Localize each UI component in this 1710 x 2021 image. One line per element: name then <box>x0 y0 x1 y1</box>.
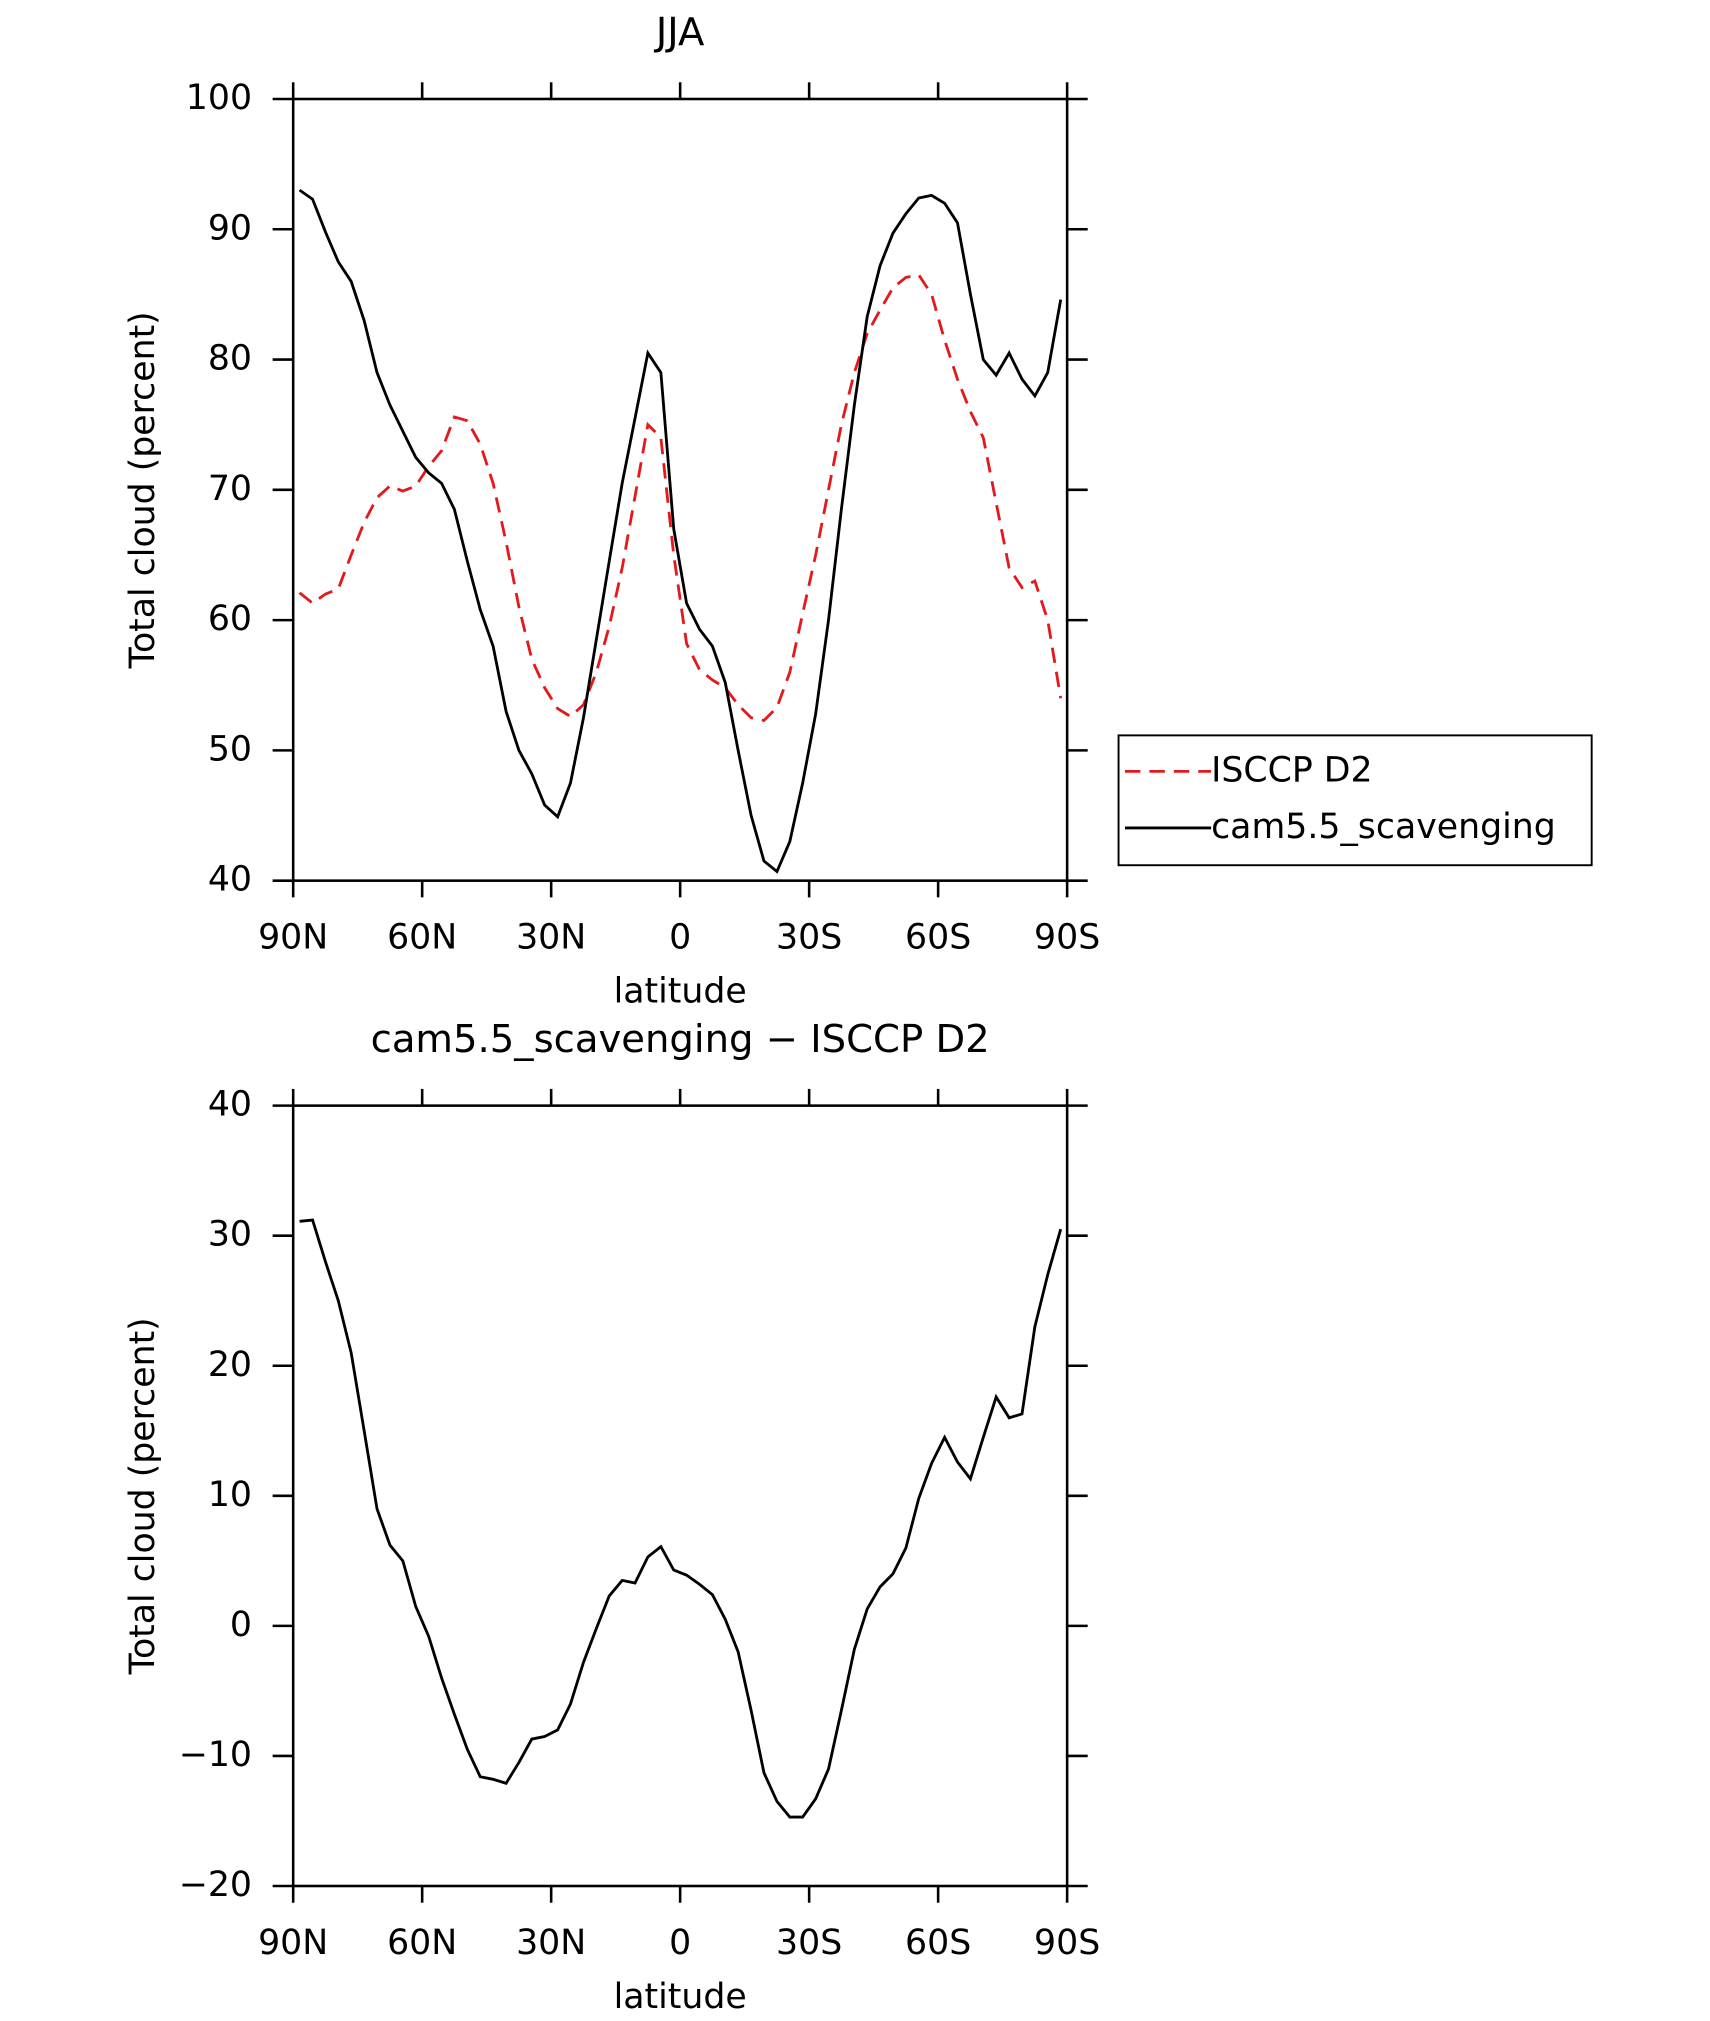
legend-label: ISCCP D2 <box>1211 750 1373 790</box>
x-tick-label: 30S <box>776 918 842 958</box>
x-tick-label: 60S <box>905 1923 971 1963</box>
y-tick-label: 30 <box>208 1215 252 1255</box>
y-tick-label: 100 <box>186 78 252 118</box>
y-axis-label: Total cloud (percent) <box>123 1317 163 1675</box>
x-tick-label: 60S <box>905 918 971 958</box>
legend-box <box>1117 734 1593 867</box>
y-axis-label: Total cloud (percent) <box>123 311 163 669</box>
x-tick-label: 90N <box>258 1923 328 1963</box>
plot-frame <box>291 1104 1069 1888</box>
legend-label: cam5.5_scavenging <box>1211 807 1556 847</box>
data-line <box>299 1218 1063 1819</box>
x-tick-label: 60N <box>387 1923 457 1963</box>
x-tick-label: 90S <box>1034 918 1100 958</box>
x-tick-label: 90S <box>1034 1923 1100 1963</box>
y-tick-label: 90 <box>208 208 252 248</box>
y-tick-label: 80 <box>208 339 252 379</box>
y-tick-label: 10 <box>208 1475 252 1515</box>
y-tick-label: 20 <box>208 1345 252 1385</box>
chart-title: JJA <box>654 10 705 55</box>
chart-title: cam5.5_scavenging − ISCCP D2 <box>371 1017 990 1062</box>
x-tick-label: 30S <box>776 1923 842 1963</box>
x-tick-label: 30N <box>516 1923 586 1963</box>
y-tick-label: 0 <box>230 1605 252 1645</box>
x-axis-label: latitude <box>614 972 747 1012</box>
x-axis-label: latitude <box>614 1977 747 2017</box>
y-tick-label: 70 <box>208 469 252 509</box>
x-tick-label: 90N <box>258 918 328 958</box>
data-line <box>298 188 1063 874</box>
y-tick-label: 40 <box>208 860 252 900</box>
y-tick-label: 60 <box>208 599 252 639</box>
x-tick-label: 0 <box>669 1923 691 1963</box>
data-line <box>298 273 1063 723</box>
y-tick-label: 50 <box>208 729 252 769</box>
y-tick-label: −20 <box>179 1865 252 1905</box>
x-tick-label: 60N <box>387 918 457 958</box>
x-tick-label: 0 <box>669 918 691 958</box>
y-tick-label: −10 <box>179 1735 252 1775</box>
x-tick-label: 30N <box>516 918 586 958</box>
y-tick-label: 40 <box>208 1085 252 1125</box>
